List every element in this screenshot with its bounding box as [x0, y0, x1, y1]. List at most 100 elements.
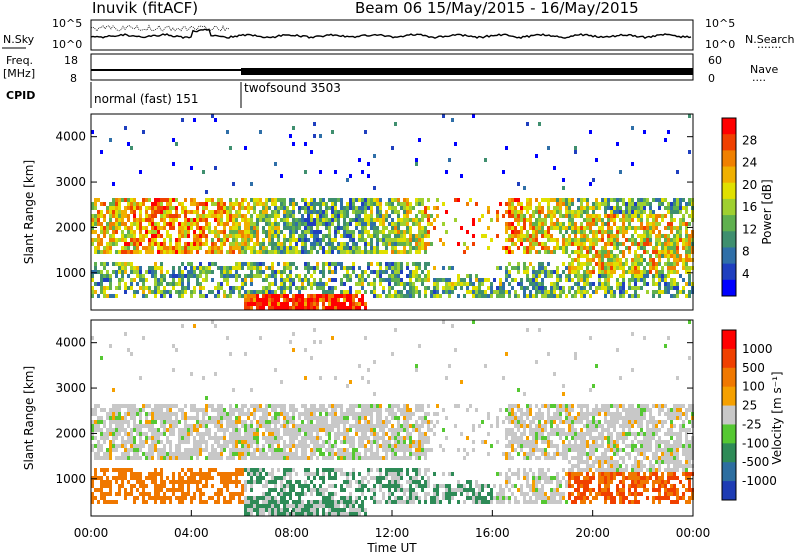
power-cell	[646, 242, 649, 246]
power-cell	[316, 298, 319, 302]
power-cell	[511, 238, 514, 242]
power-cell	[304, 142, 307, 146]
power-cell	[163, 218, 166, 222]
power-cell	[682, 286, 685, 290]
power-cell	[238, 226, 241, 230]
velocity-cell	[349, 404, 352, 408]
velocity-cell	[358, 456, 361, 460]
power-cell	[505, 246, 508, 250]
velocity-cell	[325, 428, 328, 432]
velocity-cell	[331, 484, 334, 488]
velocity-cell	[121, 428, 124, 432]
power-cell	[661, 246, 664, 250]
power-cell	[355, 294, 358, 298]
power-cell	[346, 222, 349, 226]
noise-frame	[90, 19, 694, 51]
power-cell	[106, 294, 109, 298]
power-cell	[262, 242, 265, 246]
power-cell	[232, 206, 235, 210]
power-cell	[574, 266, 577, 270]
cpid-mode-normal: normal (fast) 151	[94, 92, 198, 106]
power-cell	[154, 222, 157, 226]
power-cell	[307, 294, 310, 298]
velocity-cell	[310, 428, 313, 432]
power-cell	[307, 226, 310, 230]
power-cell	[667, 266, 670, 270]
velocity-cell	[334, 500, 337, 504]
power-cell	[688, 278, 691, 282]
velocity-cell	[274, 512, 277, 516]
power-cell	[169, 214, 172, 218]
power-cell	[502, 170, 505, 174]
power-cell	[304, 202, 307, 206]
power-cell	[205, 234, 208, 238]
power-cell	[535, 198, 538, 202]
velocity-cell	[124, 444, 127, 448]
power-cell	[676, 246, 679, 250]
power-cell	[289, 222, 292, 226]
power-cell	[235, 262, 238, 266]
power-cell	[235, 246, 238, 250]
power-cell	[595, 234, 598, 238]
power-cell	[274, 234, 277, 238]
velocity-cell	[346, 384, 349, 388]
power-cell	[505, 146, 508, 150]
velocity-cell	[310, 448, 313, 452]
power-cell	[121, 250, 124, 254]
power-cell	[262, 278, 265, 282]
velocity-cell	[355, 432, 358, 436]
power-cell	[349, 266, 352, 270]
velocity-cell	[223, 440, 226, 444]
power-cell	[412, 290, 415, 294]
velocity-cell	[349, 444, 352, 448]
power-cell	[577, 242, 580, 246]
power-cell	[394, 262, 397, 266]
power-cell	[574, 242, 577, 246]
power-cell	[490, 290, 493, 294]
power-cell	[628, 210, 631, 214]
velocity-cell	[259, 420, 262, 424]
velocity-cell	[352, 512, 355, 516]
freq-tick-bottom: 8	[70, 72, 77, 85]
power-cell	[142, 286, 145, 290]
power-cell	[355, 274, 358, 278]
power-cell	[220, 242, 223, 246]
power-cell	[544, 198, 547, 202]
velocity-cell	[328, 448, 331, 452]
velocity-cell	[343, 480, 346, 484]
velocity-cell	[316, 472, 319, 476]
power-cell	[655, 274, 658, 278]
velocity-cell	[235, 424, 238, 428]
velocity-cell	[280, 404, 283, 408]
power-cell	[178, 294, 181, 298]
velocity-cell	[262, 420, 265, 424]
power-cell	[400, 234, 403, 238]
power-cell	[535, 290, 538, 294]
power-cell	[235, 234, 238, 238]
power-cell	[343, 218, 346, 222]
power-cell	[505, 210, 508, 214]
power-cell	[370, 250, 373, 254]
power-cell	[178, 234, 181, 238]
power-cell	[235, 266, 238, 270]
power-cell	[673, 258, 676, 262]
power-cell	[526, 274, 529, 278]
power-cell	[613, 198, 616, 202]
power-cell	[268, 274, 271, 278]
power-cell	[637, 274, 640, 278]
power-colorbar-swatch	[722, 231, 736, 248]
power-cell	[109, 286, 112, 290]
power-cell	[574, 270, 577, 274]
power-cell	[331, 246, 334, 250]
velocity-cell	[100, 468, 103, 472]
velocity-cell	[103, 500, 106, 504]
power-cell	[616, 202, 619, 206]
power-cell	[610, 274, 613, 278]
power-cell	[160, 226, 163, 230]
power-cell	[286, 302, 289, 306]
power-cell	[613, 222, 616, 226]
power-cell	[406, 230, 409, 234]
power-cell	[379, 222, 382, 226]
power-cell	[541, 198, 544, 202]
velocity-cell	[91, 428, 94, 432]
